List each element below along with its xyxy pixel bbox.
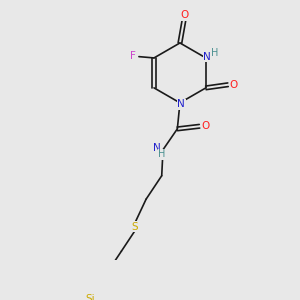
Text: O: O xyxy=(230,80,238,90)
Text: H: H xyxy=(211,48,218,58)
Text: Si: Si xyxy=(85,294,95,300)
Text: N: N xyxy=(153,143,160,153)
Text: N: N xyxy=(177,99,185,109)
Text: H: H xyxy=(158,149,165,159)
Text: O: O xyxy=(201,121,209,131)
Text: F: F xyxy=(130,51,136,61)
Text: S: S xyxy=(132,221,138,232)
Text: O: O xyxy=(180,10,188,20)
Text: N: N xyxy=(203,52,211,61)
